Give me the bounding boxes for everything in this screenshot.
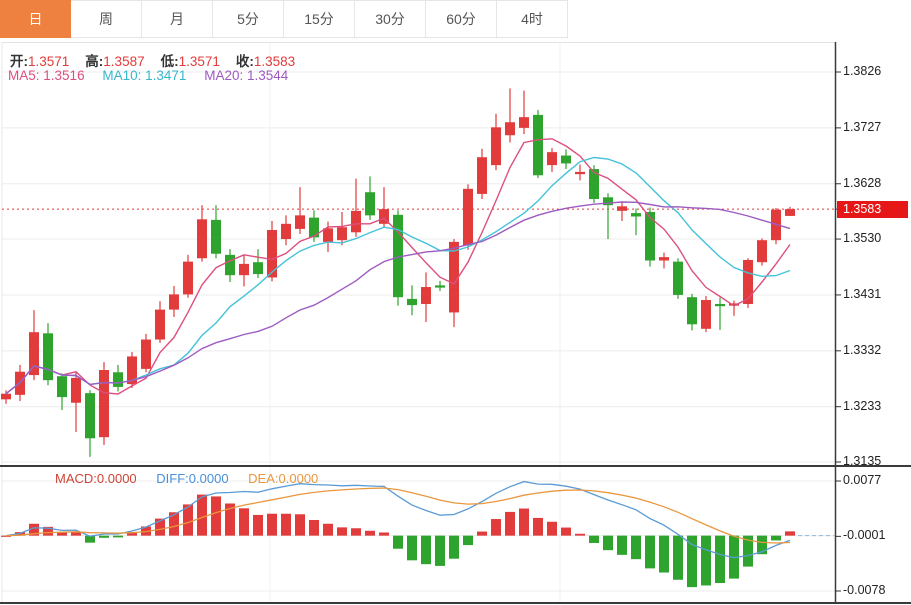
high-value: 1.3587 — [103, 54, 145, 69]
ma5-line — [5, 138, 791, 395]
period-tabbar: 日 周 月 5分 15分 30分 60分 4时 — [0, 0, 568, 38]
macd-tick-1: 0.0077 — [843, 473, 882, 487]
price-tick-3: 1.3628 — [843, 176, 882, 190]
open-label: 开: — [10, 54, 28, 69]
gridlines — [1, 42, 835, 603]
price-tick-4: 1.3530 — [843, 231, 882, 245]
low-value: 1.3571 — [178, 54, 220, 69]
ma5-readout: MA5: 1.3516 — [8, 68, 85, 83]
tab-30min[interactable]: 30分 — [355, 0, 426, 38]
price-tick-6: 1.3332 — [843, 343, 882, 357]
last-price-tag: 1.3583 — [837, 201, 908, 218]
tab-month[interactable]: 月 — [142, 0, 213, 38]
macd-tick-3: -0.0078 — [843, 583, 886, 597]
tab-15min[interactable]: 15分 — [284, 0, 355, 38]
macd-readout: MACD:0.0000 DIFF:0.0000 DEA:0.0000 — [55, 471, 334, 486]
tab-week[interactable]: 周 — [71, 0, 142, 38]
ma20-readout: MA20: 1.3544 — [204, 68, 289, 83]
close-label: 收: — [235, 54, 254, 69]
price-tick-1: 1.3826 — [843, 64, 882, 78]
high-label: 高: — [85, 54, 104, 69]
open-value: 1.3571 — [28, 54, 70, 69]
macd-tick-2: -0.0001 — [843, 528, 886, 542]
diff-line — [5, 480, 791, 559]
candles — [1, 88, 795, 457]
dea-line — [5, 487, 791, 544]
tab-60min[interactable]: 60分 — [426, 0, 497, 38]
price-tick-5: 1.3431 — [843, 287, 882, 301]
dea-value: DEA:0.0000 — [248, 471, 319, 486]
frame — [0, 42, 911, 604]
price-tick-2: 1.3727 — [843, 120, 882, 134]
macd-histogram — [1, 494, 795, 588]
ma-readout: MA5: 1.3516 MA10: 1.3471 MA20: 1.3544 — [8, 68, 302, 83]
macd-value: MACD:0.0000 — [55, 471, 137, 486]
price-tick-7: 1.3233 — [843, 399, 882, 413]
tab-day[interactable]: 日 — [0, 0, 71, 38]
ma10-readout: MA10: 1.3471 — [102, 68, 187, 83]
low-label: 低: — [160, 54, 179, 69]
ohlc-readout: 开:1.3571 高:1.3587 低:1.3571 收:1.3583 — [10, 50, 311, 70]
ma20-line — [5, 201, 791, 395]
diff-value: DIFF:0.0000 — [156, 471, 229, 486]
tab-5min[interactable]: 5分 — [213, 0, 284, 38]
tab-4hour[interactable]: 4时 — [497, 0, 568, 38]
close-value: 1.3583 — [253, 54, 296, 69]
price-tick-8: 1.3135 — [843, 454, 882, 468]
